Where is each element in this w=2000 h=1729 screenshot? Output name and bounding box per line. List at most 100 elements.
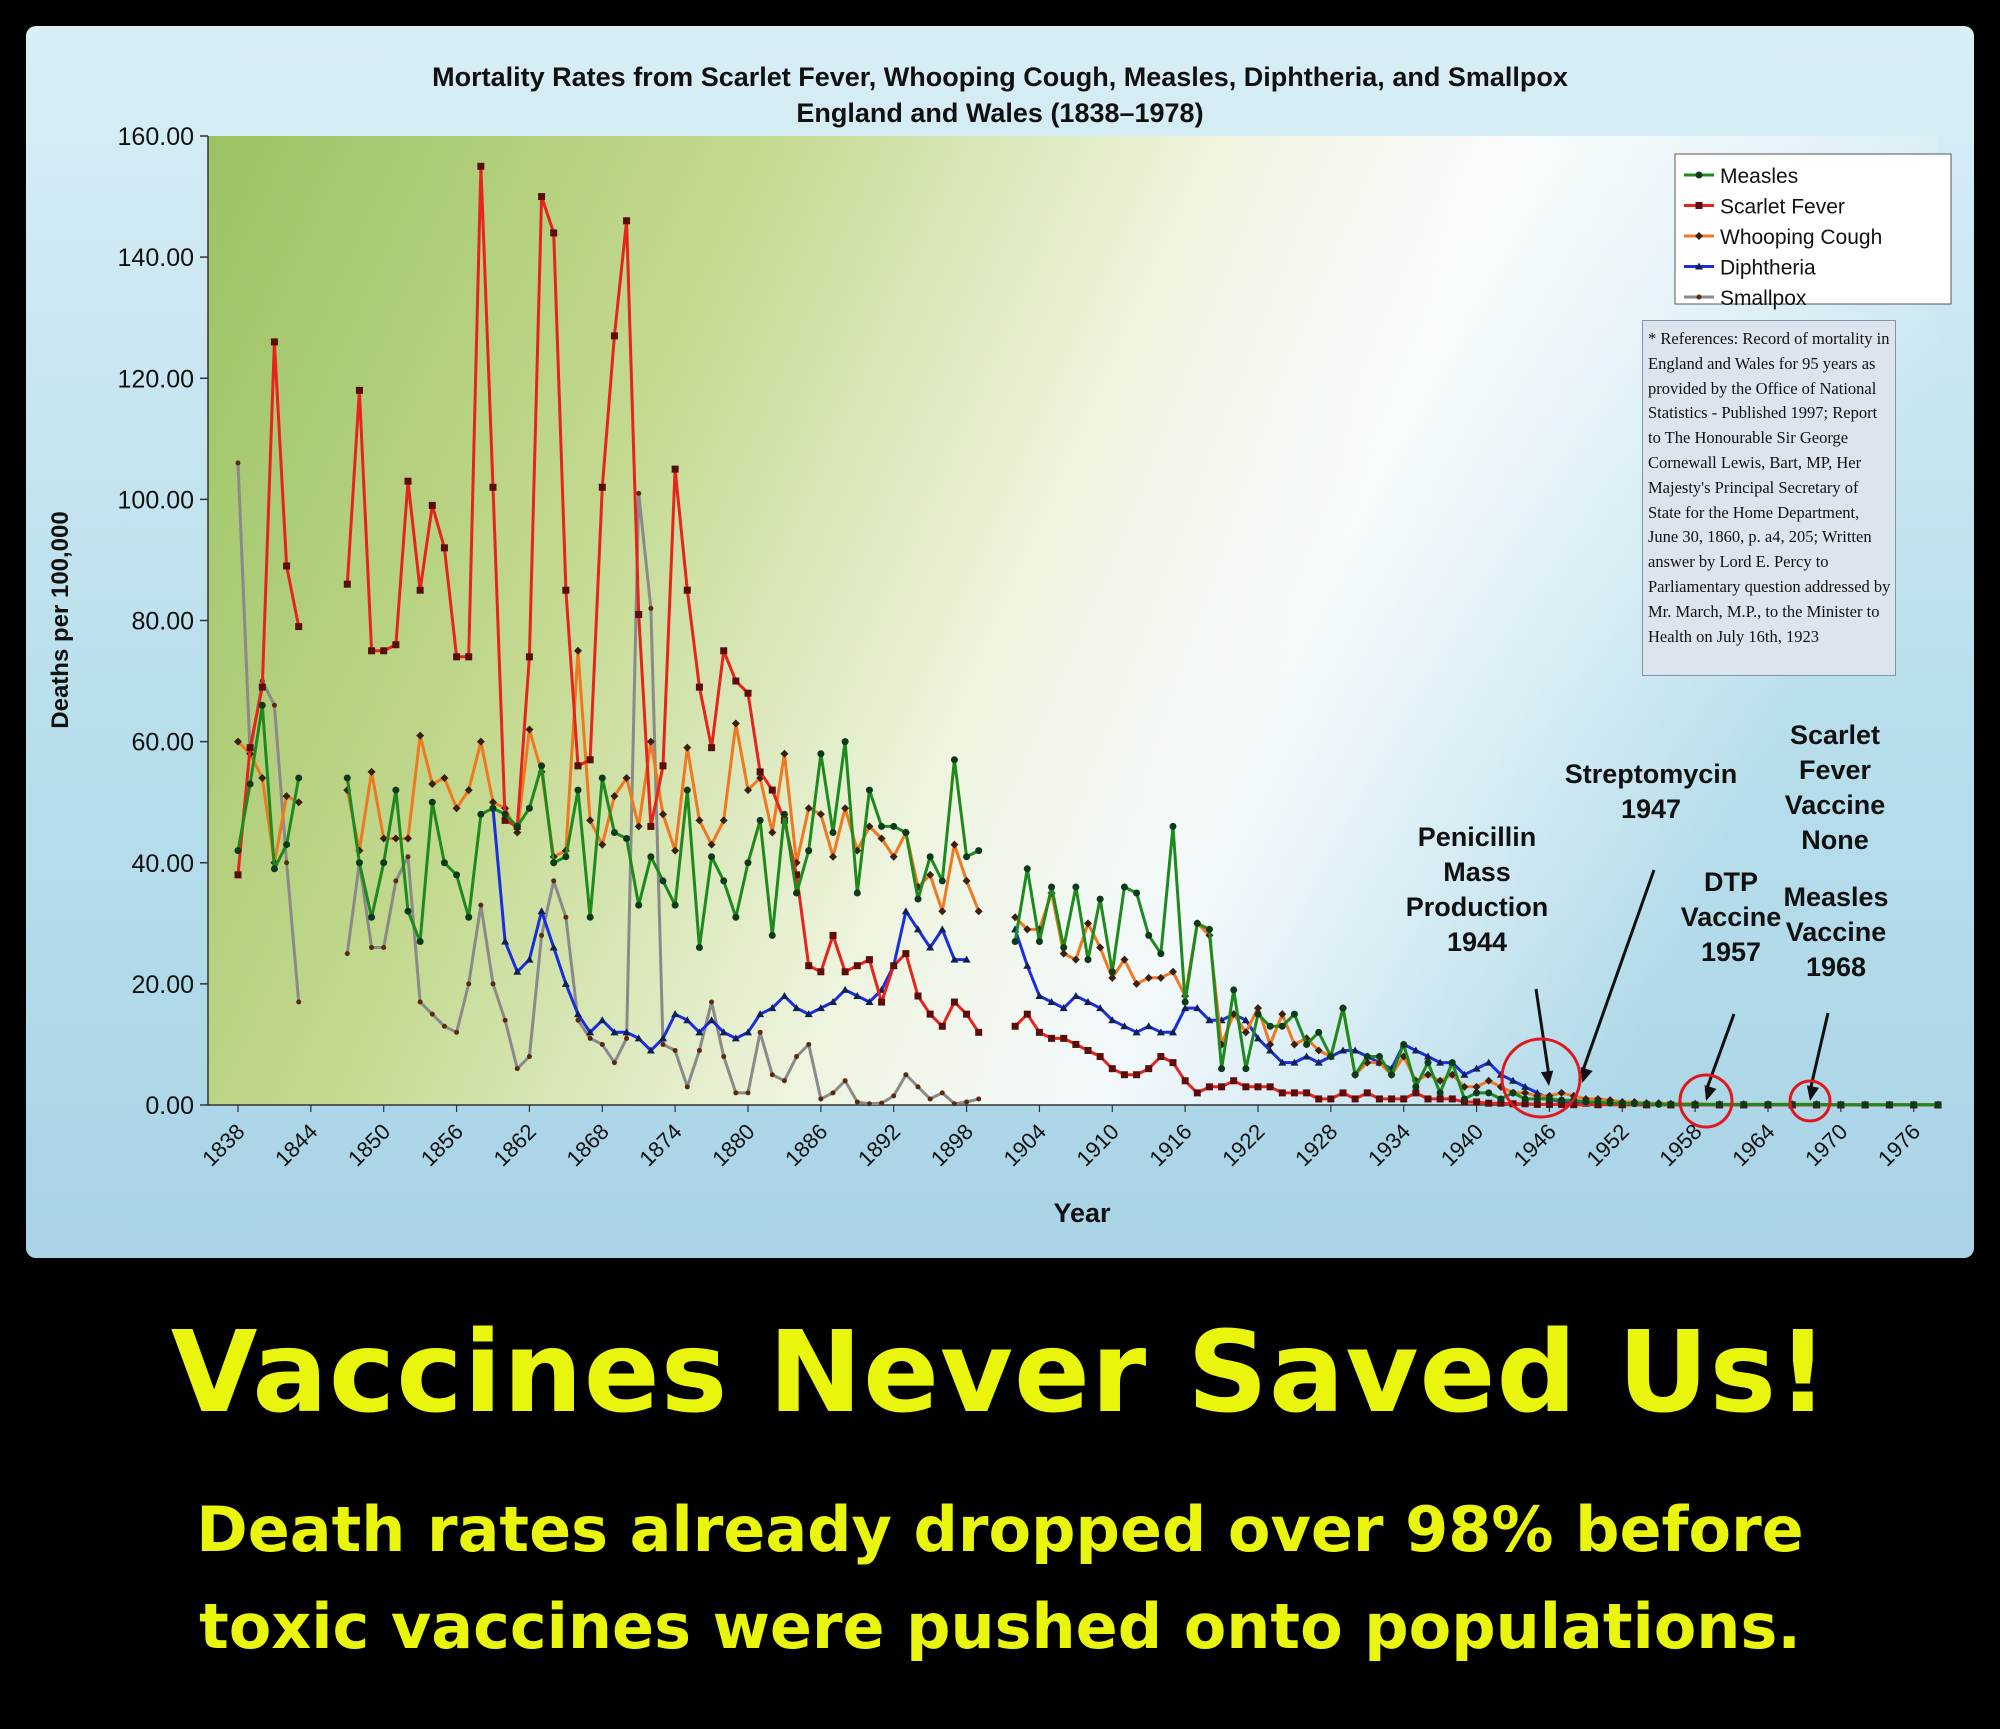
data-point-whooping-cough [1254,1004,1262,1013]
data-point-measles [1035,937,1043,945]
annotation-4: Scarlet Fever Vaccine None [1785,720,1886,855]
data-point-diphtheria [1047,998,1056,1006]
x-tick-label: 1970 [1800,1119,1852,1171]
annotation-text: 1947 [1621,794,1681,824]
data-point-scarlet-fever [355,386,363,394]
data-point-measles [392,786,400,794]
legend-marker-measles [1695,171,1703,179]
data-point-whooping-cough [804,804,813,813]
data-point-measles [489,804,497,812]
data-point-diphtheria [816,1004,825,1012]
data-point-measles [1084,956,1092,964]
annotation-text: DTP [1704,867,1758,897]
data-point-measles [963,853,971,861]
legend: Measles Scarlet Fever Whooping Cough Diphth… [1674,153,1952,310]
data-point-measles [756,816,764,824]
data-point-whooping-cough [1436,1076,1445,1085]
legend-marker-diphtheria [1695,262,1703,270]
data-point-scarlet-fever [610,332,618,340]
data-point-measles [368,913,376,921]
data-point-diphtheria [1460,1070,1469,1078]
data-point-smallpox [381,945,387,951]
series-line-diphtheria [491,808,967,1052]
data-point-measles [853,889,861,897]
data-point-whooping-cough [452,804,461,813]
data-point-measles [1667,1100,1675,1108]
data-point-diphtheria [1254,1034,1262,1042]
data-point-smallpox [478,902,484,908]
data-point-diphtheria [1484,1058,1493,1066]
data-point-measles [926,853,934,861]
data-point-smallpox [951,1101,957,1107]
annotation-arrowhead [1540,1070,1554,1086]
data-point-smallpox [284,860,290,866]
data-point-scarlet-fever [1412,1089,1420,1097]
data-point-smallpox [441,1023,447,1029]
data-point-diphtheria [1521,1082,1530,1090]
annotation-text: Vaccine [1785,790,1886,820]
data-point-diphtheria [926,943,935,951]
data-point-scarlet-fever [1035,1028,1043,1036]
data-point-scarlet-fever [744,689,752,697]
data-point-smallpox [781,1078,787,1084]
x-tick-label: 1946 [1509,1119,1561,1171]
data-point-whooping-cough [1071,955,1080,964]
annotation-arrowhead [1704,1085,1717,1101]
annotation-3: DTP Vaccine 1957 [1678,867,1781,1129]
data-point-smallpox [551,878,557,884]
data-point-measles [343,774,351,782]
annotation-text: Measles [1783,882,1888,912]
data-point-measles [1315,1028,1323,1036]
annotation-text: Production [1406,892,1549,922]
data-point-scarlet-fever [623,217,631,225]
data-point-diphtheria [1023,961,1032,969]
data-point-measles [841,738,849,746]
data-point-measles [610,828,618,836]
data-point-diphtheria [1096,1004,1105,1012]
data-point-smallpox [696,1047,702,1053]
data-point-scarlet-fever [246,744,254,752]
data-point-whooping-cough [1108,973,1117,982]
y-tick-label: 20.00 [131,971,194,999]
data-point-scarlet-fever [1558,1100,1566,1108]
data-point-scarlet-fever [1533,1100,1541,1108]
data-point-measles [829,828,837,836]
data-point-measles [1120,883,1128,891]
data-point-whooping-cough [1132,979,1141,988]
data-point-smallpox [490,981,496,987]
data-point-scarlet-fever [732,677,740,685]
data-point-smallpox [466,981,472,987]
data-point-scarlet-fever [1096,1053,1104,1061]
data-point-diphtheria [501,937,510,945]
x-tick-label: 1964 [1727,1119,1779,1171]
data-point-whooping-cough [974,907,983,916]
legend-label-diphtheria: Diphtheria [1720,257,1816,280]
data-point-scarlet-fever [647,822,655,830]
data-point-diphtheria [804,1010,813,1018]
data-point-whooping-cough [1521,1088,1530,1097]
data-point-scarlet-fever [1521,1100,1529,1108]
legend-marker-scarlet-fever [1695,202,1703,209]
data-point-scarlet-fever [1254,1083,1262,1091]
data-point-measles [744,859,752,867]
series-line-measles [1013,824,1938,1107]
data-point-measles [1254,1010,1262,1018]
data-point-scarlet-fever [853,962,861,970]
data-point-measles [950,756,958,764]
data-point-scarlet-fever [1205,1083,1213,1091]
annotation-arrow [1704,1013,1736,1092]
data-point-smallpox [721,1054,727,1060]
data-point-diphtheria [756,1010,765,1018]
data-point-diphtheria [1035,991,1044,999]
data-point-smallpox [830,1090,836,1096]
data-point-scarlet-fever [1181,1077,1189,1085]
data-point-smallpox [235,460,241,466]
data-point-measles [1448,1059,1456,1067]
annotation-text: 1957 [1701,937,1761,967]
data-point-measles [635,901,643,909]
data-point-measles [623,835,631,843]
data-point-scarlet-fever [1193,1089,1201,1097]
data-point-scarlet-fever [1060,1034,1068,1042]
data-point-scarlet-fever [453,653,461,661]
data-point-scarlet-fever [538,193,546,201]
